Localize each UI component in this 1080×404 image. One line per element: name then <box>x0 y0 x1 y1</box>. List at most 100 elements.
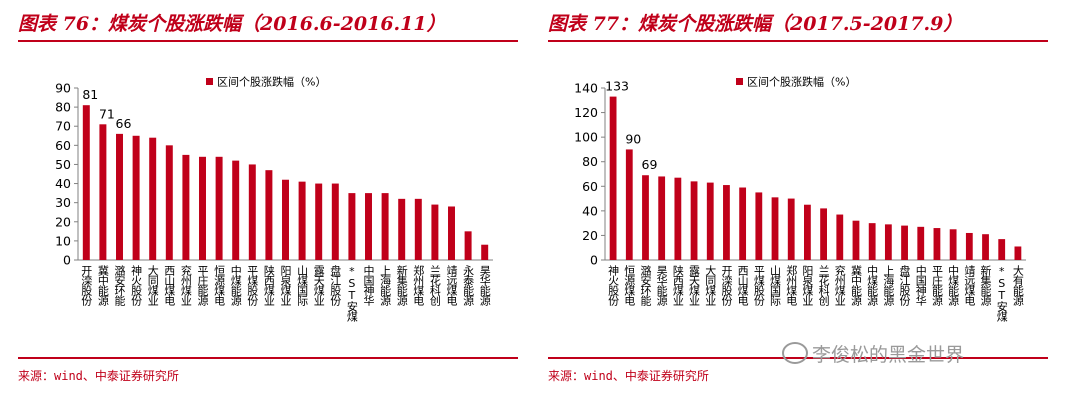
x-tick-label: 西山煤电 <box>163 265 176 306</box>
x-tick-label: 阳泉煤业 <box>801 265 814 305</box>
bar <box>248 164 256 260</box>
bar <box>739 187 747 260</box>
bar <box>868 223 876 260</box>
y-tick-label: 0 <box>63 253 71 268</box>
bar-chart: 区间个股涨跌幅（%） 0 20 40 60 80 100 120 140 神火股份 恒源煤电 潞安环能… <box>574 75 1026 323</box>
y-tick-label: 80 <box>55 100 71 115</box>
bar <box>982 234 989 260</box>
bar <box>414 198 422 260</box>
bar <box>949 229 957 260</box>
x-tick-label: 神火股份 <box>607 264 620 307</box>
data-label: 133 <box>605 79 629 94</box>
x-tick-label: 兖州煤业 <box>179 264 192 305</box>
x-tick-label: 永泰能源 <box>462 264 475 307</box>
x-tick-label: 露天煤业 <box>312 265 325 305</box>
chart-title: 图表 77：煤炭个股涨跌幅（2017.5-2017.9） <box>548 8 1048 42</box>
bar <box>298 181 306 260</box>
bar <box>282 179 289 260</box>
x-tick-label: 西山煤电 <box>736 265 749 306</box>
x-tick-label: 昊华能源 <box>655 265 668 307</box>
y-tick-label: 70 <box>55 119 71 134</box>
bar <box>199 156 206 260</box>
bar <box>116 133 123 260</box>
x-tick-label: 靖远煤电 <box>445 265 458 306</box>
x-tick-label: 中煤能源 <box>947 265 960 307</box>
chart-panel-76: 图表 76：煤炭个股涨跌幅（2016.6-2016.11） 区间个股涨跌幅（%）… <box>18 0 518 404</box>
x-tick-label: 山煤国际 <box>296 265 309 307</box>
x-tick-label: 陕西煤业 <box>262 264 275 305</box>
bar <box>674 177 682 260</box>
y-tick-label: 10 <box>55 233 71 248</box>
bar <box>481 244 489 260</box>
bar <box>771 197 779 260</box>
bar <box>265 170 273 260</box>
x-tick-label: 山煤国际 <box>769 265 782 307</box>
x-tick-label: 开滦股份 <box>80 265 93 307</box>
bar <box>398 198 406 260</box>
x-tick-label: 阳泉煤业 <box>279 265 292 305</box>
bar <box>1014 246 1022 260</box>
x-tick-label: 盘江股份 <box>898 264 911 307</box>
data-label: 66 <box>116 116 132 131</box>
x-tick-label: 中国神华 <box>362 265 375 306</box>
y-tick-label: 60 <box>55 138 71 153</box>
x-tick-label: 昊华能源 <box>478 265 491 307</box>
watermark: 李俊松的黑金世界 <box>782 340 964 367</box>
x-tick-label: 平庄能源 <box>930 265 943 307</box>
bar <box>642 175 649 260</box>
x-tick-label: 神火股份 <box>130 264 143 307</box>
x-tick-label: 冀中能源 <box>849 264 862 307</box>
bar <box>706 182 714 260</box>
bar <box>464 231 472 260</box>
x-tick-label: *ST安煤 <box>995 265 1008 323</box>
x-tick-label: 兰花科创 <box>817 265 830 307</box>
y-tick-label: 0 <box>590 253 598 268</box>
bar <box>381 193 389 260</box>
y-tick-label: 20 <box>582 228 598 243</box>
x-tick-label: 中国神华 <box>914 265 927 306</box>
y-tick-label: 40 <box>582 203 598 218</box>
bar <box>365 193 372 260</box>
data-label: 69 <box>642 157 658 172</box>
bar <box>149 137 157 260</box>
bar <box>787 198 795 260</box>
bar <box>658 176 666 260</box>
bar <box>609 96 617 260</box>
y-tick-label: 90 <box>55 81 71 96</box>
bar <box>315 183 323 260</box>
y-tick-label: 50 <box>55 157 71 172</box>
bar <box>998 239 1006 260</box>
x-tick-label: 平庄能源 <box>196 265 209 307</box>
bar <box>165 145 173 260</box>
bar <box>723 185 730 260</box>
bar <box>348 193 356 260</box>
x-tick-label: 郑州煤电 <box>785 264 798 306</box>
x-tick-label: 开滦股份 <box>720 265 733 307</box>
x-tick-label: 兖州煤业 <box>833 264 846 305</box>
bar <box>215 156 223 260</box>
x-tick-label: 陕西煤业 <box>671 264 684 305</box>
chart-panel-77: 图表 77：煤炭个股涨跌幅（2017.5-2017.9） 区间个股涨跌幅（%） 0… <box>548 0 1048 404</box>
x-tick-label: 大同煤业 <box>146 264 159 305</box>
x-tick-label: *ST安煤 <box>345 265 358 323</box>
bar <box>901 225 908 260</box>
x-tick-label: 大有能源 <box>1011 264 1024 307</box>
wechat-icon <box>782 342 808 364</box>
bar <box>933 228 941 260</box>
bar <box>820 208 827 260</box>
legend-label: 区间个股涨跌幅（%） <box>217 75 326 89</box>
x-tick-label: 靖远煤电 <box>963 265 976 306</box>
x-tick-label: 上海能源 <box>882 265 895 307</box>
source-note: 来源：wind、中泰证券研究所 <box>18 357 518 384</box>
y-tick-label: 60 <box>582 179 598 194</box>
legend: 区间个股涨跌幅（%） <box>206 75 326 89</box>
x-tick-label: 潞安环能 <box>639 264 652 307</box>
x-tick-label: 冀中能源 <box>96 264 109 307</box>
x-tick-label: 盘江股份 <box>329 264 342 307</box>
bar <box>965 232 973 260</box>
x-tick-label: 潞安环能 <box>113 264 126 307</box>
data-label: 71 <box>99 106 115 121</box>
bar <box>625 149 633 260</box>
legend-swatch <box>206 78 213 85</box>
y-tick-label: 100 <box>574 130 598 145</box>
